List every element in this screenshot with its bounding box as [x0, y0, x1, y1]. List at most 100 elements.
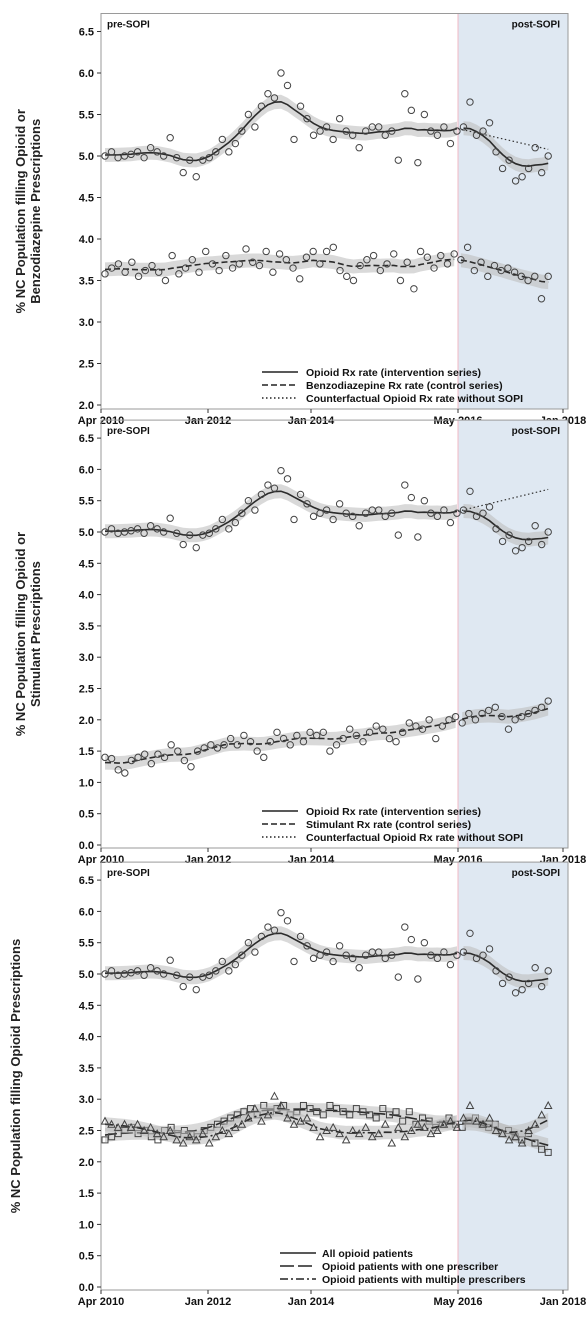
data-point	[333, 1105, 341, 1113]
data-point	[165, 1125, 175, 1134]
data-point	[524, 1125, 533, 1134]
data-point	[172, 1135, 182, 1144]
data-point	[181, 264, 190, 272]
data-point	[491, 1125, 501, 1134]
data-point	[101, 152, 109, 160]
data-point	[253, 747, 261, 755]
data-point	[524, 709, 533, 718]
data-point	[352, 731, 361, 740]
data-point	[296, 102, 305, 110]
x-tick-label: May 2016	[434, 1296, 483, 1308]
y-tick-label: 6.0	[79, 68, 94, 80]
data-point	[299, 1101, 307, 1109]
data-point	[537, 1110, 547, 1119]
data-point	[226, 734, 235, 743]
data-point	[359, 738, 367, 746]
data-point	[302, 1113, 312, 1122]
data-point	[212, 967, 220, 975]
data-point	[329, 243, 338, 252]
data-point	[403, 258, 411, 266]
data-point	[510, 268, 519, 276]
data-point	[458, 719, 466, 727]
data-point	[218, 135, 227, 144]
confidence-band	[105, 94, 457, 168]
data-point	[537, 982, 546, 991]
data-point	[328, 1122, 338, 1131]
data-point	[127, 527, 135, 535]
post-sopi-region	[458, 420, 568, 848]
data-point	[146, 1122, 155, 1131]
data-point	[537, 703, 546, 711]
data-point	[511, 177, 520, 185]
data-point	[303, 942, 311, 950]
data-point	[341, 1135, 351, 1144]
data-point	[381, 512, 389, 521]
data-point	[524, 537, 533, 546]
data-point	[401, 481, 409, 489]
data-point	[361, 1122, 371, 1131]
data-point	[186, 156, 194, 164]
data-point	[479, 951, 487, 959]
data-point	[375, 506, 383, 514]
data-point	[192, 985, 200, 994]
data-point	[505, 973, 513, 981]
fitted-line	[462, 1122, 549, 1147]
data-point	[465, 709, 473, 718]
data-point	[238, 127, 246, 135]
data-point	[362, 509, 370, 517]
data-point	[220, 741, 228, 749]
data-point	[233, 1111, 241, 1119]
data-point	[518, 712, 526, 721]
data-point	[315, 1132, 325, 1141]
data-point	[490, 261, 499, 270]
data-point	[335, 1129, 344, 1138]
data-point	[470, 266, 479, 275]
legend-entry: Benzodiazepine Rx rate (control series)	[306, 380, 503, 392]
fitted-line	[463, 1119, 549, 1134]
data-point	[180, 756, 189, 765]
data-point	[273, 728, 281, 737]
data-point	[153, 148, 161, 156]
data-point	[319, 1111, 327, 1119]
y-tick-label: 2.5	[79, 359, 94, 371]
data-point	[485, 945, 494, 953]
data-point	[498, 979, 507, 988]
data-point	[107, 754, 116, 763]
data-point	[414, 533, 422, 541]
y-tick-label: 4.5	[79, 193, 94, 205]
data-point	[478, 709, 486, 718]
data-point	[446, 518, 455, 527]
confidence-band	[105, 252, 455, 277]
data-point	[537, 295, 546, 303]
data-point	[108, 264, 116, 272]
y-tick-label: 5.0	[79, 969, 94, 981]
data-point	[175, 270, 183, 278]
data-point	[266, 738, 275, 746]
data-point	[485, 1113, 494, 1122]
data-point	[244, 497, 253, 505]
data-point	[213, 744, 222, 752]
data-point	[430, 264, 438, 272]
legend-entry: Counterfactual Opioid Rx rate without SO…	[306, 393, 523, 405]
data-point	[133, 148, 142, 156]
data-point	[148, 261, 156, 270]
data-point	[316, 260, 324, 268]
data-point	[505, 156, 513, 164]
data-point	[322, 123, 331, 131]
data-point	[388, 509, 396, 517]
data-point	[126, 1122, 136, 1131]
data-point	[283, 917, 292, 925]
data-point	[202, 247, 210, 256]
data-point	[453, 951, 461, 959]
fitted-line	[105, 490, 458, 537]
data-point	[172, 971, 181, 979]
y-tick-label: 5.0	[79, 527, 94, 539]
data-point	[204, 1138, 214, 1147]
data-point	[440, 506, 448, 514]
post-sopi-region	[458, 862, 568, 1290]
data-point	[445, 716, 453, 724]
data-point	[107, 148, 116, 156]
data-point	[459, 948, 468, 956]
data-point	[492, 967, 500, 975]
data-point	[244, 939, 253, 947]
